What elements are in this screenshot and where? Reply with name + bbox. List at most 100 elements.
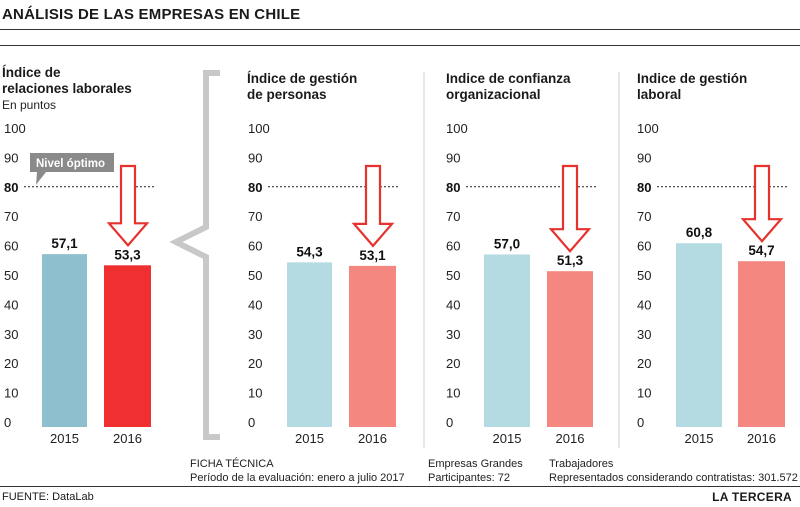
panel-2-ytick-70: 70 (248, 209, 262, 224)
panel-3-ytick-20: 20 (446, 356, 460, 371)
ficha-companies: Empresas Grandes Participantes: 72 (428, 457, 523, 485)
panel-2-ytick-40: 40 (248, 297, 262, 312)
panel-1-ytick-0: 0 (4, 415, 11, 430)
panel-3-title: Indice de confianza organizacional (446, 71, 571, 103)
panel-1-ytick-100: 100 (4, 121, 26, 136)
panel-1-title-line-2: relaciones laborales (2, 81, 132, 96)
panel-1-subtitle: En puntos (2, 98, 57, 112)
panel-4-ytick-50: 50 (637, 268, 651, 283)
panel-4-bar-2016 (738, 261, 785, 427)
ficha-tecnica: FICHA TÉCNICA Período de la evaluación: … (190, 457, 405, 485)
panel-4-title-line-2: laboral (637, 87, 682, 102)
panel-3-ytick-10: 10 (446, 386, 460, 401)
panel-4-ytick-90: 90 (637, 150, 651, 165)
panel-2-xtick-2016: 2016 (358, 431, 387, 446)
panel-4-value-label-2015: 60,8 (686, 225, 713, 240)
panel-2-ytick-10: 10 (248, 386, 262, 401)
panel-4-ytick-60: 60 (637, 239, 651, 254)
panel-1-bar-2016 (104, 265, 151, 427)
panel-2-bar-2015 (287, 262, 332, 427)
panel-2-ytick-80: 80 (248, 180, 262, 195)
panel-4-ytick-20: 20 (637, 356, 651, 371)
source-note: FUENTE: DataLab (2, 491, 94, 503)
panel-1-xtick-2015: 2015 (50, 431, 79, 446)
panel-1-ytick-50: 50 (4, 268, 18, 283)
panel-3-value-label-2015: 57,0 (494, 236, 520, 251)
panel-3-bar-2015 (484, 254, 530, 427)
panel-2-ytick-20: 20 (248, 356, 262, 371)
panel-3-ytick-100: 100 (446, 121, 468, 136)
grouping-bracket (169, 70, 220, 440)
ficha-title: FICHA TÉCNICA (190, 458, 274, 470)
ficha-participants: Participantes: 72 (428, 472, 510, 484)
panel-2-ytick-60: 60 (248, 239, 262, 254)
panel-1-ytick-30: 30 (4, 327, 18, 342)
panel-3-xtick-2015: 2015 (493, 431, 522, 446)
panel-1-bar-2015 (42, 254, 87, 427)
panel-2-title-line-1: Índice de gestión (247, 71, 358, 86)
panel-1-xtick-2016: 2016 (113, 431, 142, 446)
header-rule (0, 45, 800, 46)
panel-1-decline-arrow (106, 164, 150, 247)
panel-3-decline-arrow (548, 164, 592, 253)
panel-2-title: Índice de gestión de personas (247, 71, 357, 103)
panel-3-title-line-2: organizacional (446, 87, 541, 102)
panel-3-ytick-60: 60 (446, 239, 460, 254)
panel-4-ytick-70: 70 (637, 209, 651, 224)
panel-2-decline-arrow (351, 164, 395, 248)
ficha-represented: Representados considerando contratistas:… (549, 472, 798, 484)
panel-2-xtick-2015: 2015 (295, 431, 324, 446)
panel-1-ytick-20: 20 (4, 356, 18, 371)
ficha-period: Período de la evaluación: enero a julio … (190, 472, 405, 484)
page-title: ANÁLISIS DE LAS EMPRESAS EN CHILE (2, 6, 301, 23)
panel-1-title-line-1: Índice de (2, 65, 61, 80)
panel-2-value-label-2015: 54,3 (296, 244, 323, 259)
panel-4-ytick-40: 40 (637, 297, 651, 312)
top-rule (0, 29, 800, 30)
panel-4-ytick-0: 0 (637, 415, 644, 430)
panel-4-title: Indice de gestión laboral (637, 71, 747, 103)
panel-1-ytick-70: 70 (4, 209, 18, 224)
panel-2-title-line-2: de personas (247, 87, 327, 102)
brand-logo: LA TERCERA (712, 490, 792, 504)
panel-1-ytick-10: 10 (4, 386, 18, 401)
panel-1-value-label-2015: 57,1 (51, 236, 78, 251)
panel-1-ytick-60: 60 (4, 239, 18, 254)
panel-2-ytick-50: 50 (248, 268, 262, 283)
panel-4-decline-arrow (740, 164, 784, 243)
panel-3-xtick-2016: 2016 (556, 431, 585, 446)
panel-4-xtick-2015: 2015 (685, 431, 714, 446)
optimal-level-callout (30, 153, 114, 185)
panel-3-bar-2016 (547, 271, 593, 427)
panel-2-value-label-2016: 53,1 (359, 248, 386, 263)
panel-4-ytick-80: 80 (637, 180, 651, 195)
panel-3-title-line-1: Indice de confianza (446, 71, 571, 86)
panel-3-value-label-2016: 51,3 (557, 253, 584, 268)
panel-2-ytick-30: 30 (248, 327, 262, 342)
panel-4-ytick-10: 10 (637, 386, 651, 401)
ficha-workers-label: Trabajadores (549, 458, 614, 470)
panel-3-ytick-0: 0 (446, 415, 453, 430)
panel-2-bar-2016 (349, 265, 396, 427)
panel-4-ytick-30: 30 (637, 327, 651, 342)
panel-4-ytick-100: 100 (637, 121, 659, 136)
panel-1-ytick-90: 90 (4, 150, 18, 165)
panel-3-ytick-40: 40 (446, 297, 460, 312)
panel-3-ytick-80: 80 (446, 180, 460, 195)
panel-2-ytick-90: 90 (248, 150, 262, 165)
panel-1-title: Índice de relaciones laborales (2, 65, 132, 97)
ficha-companies-label: Empresas Grandes (428, 458, 523, 470)
panel-3-ytick-30: 30 (446, 327, 460, 342)
panel-3-ytick-90: 90 (446, 150, 460, 165)
panel-4-value-label-2016: 54,7 (748, 243, 774, 258)
panel-2-ytick-0: 0 (248, 415, 255, 430)
panel-1-ytick-80: 80 (4, 180, 18, 195)
panel-2-ytick-100: 100 (248, 121, 270, 136)
panel-3-ytick-50: 50 (446, 268, 460, 283)
optimal-level-label: Nivel óptimo (36, 158, 105, 170)
ficha-workers: Trabajadores Representados considerando … (549, 457, 798, 485)
footer-rule (0, 486, 800, 487)
panel-4-bar-2015 (676, 243, 722, 427)
panel-3-ytick-70: 70 (446, 209, 460, 224)
